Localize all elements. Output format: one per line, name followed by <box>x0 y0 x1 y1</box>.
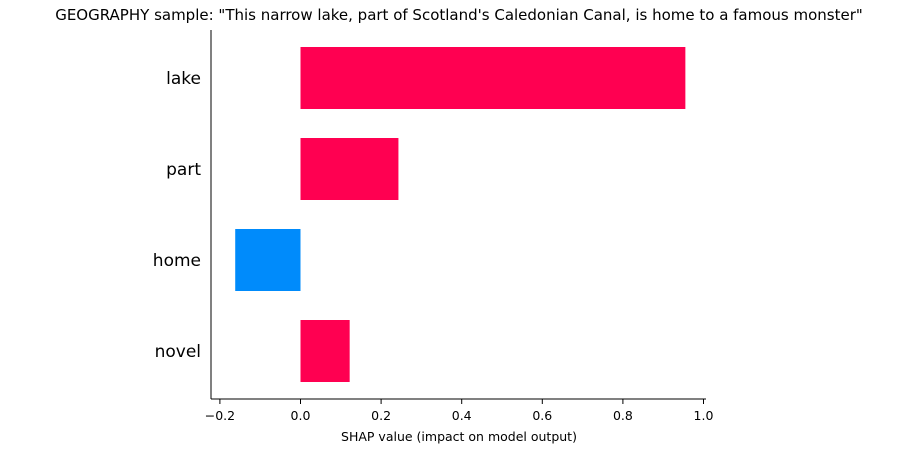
x-axis-label: SHAP value (impact on model output) <box>341 429 577 444</box>
x-tick-label: 0.6 <box>532 408 552 423</box>
x-tick-label: 1.0 <box>694 408 714 423</box>
chart-title: GEOGRAPHY sample: "This narrow lake, par… <box>55 6 863 24</box>
bars-layer <box>235 47 686 382</box>
bar-novel <box>300 320 350 382</box>
category-label-lake: lake <box>166 69 201 89</box>
x-axis-ticks: −0.2 0.0 0.2 0.4 0.6 0.8 1.0 <box>205 399 714 423</box>
category-labels: lake part home novel <box>153 69 202 362</box>
category-label-novel: novel <box>155 342 201 362</box>
x-tick-label: 0.8 <box>613 408 633 423</box>
x-tick-label: −0.2 <box>205 408 235 423</box>
category-label-home: home <box>153 251 201 271</box>
x-tick-label: 0.2 <box>371 408 391 423</box>
bar-part <box>300 138 399 200</box>
bar-lake <box>300 47 686 109</box>
x-tick-label: 0.0 <box>291 408 311 423</box>
x-tick-label: 0.4 <box>452 408 472 423</box>
bar-home <box>235 229 301 291</box>
category-label-part: part <box>166 160 201 180</box>
